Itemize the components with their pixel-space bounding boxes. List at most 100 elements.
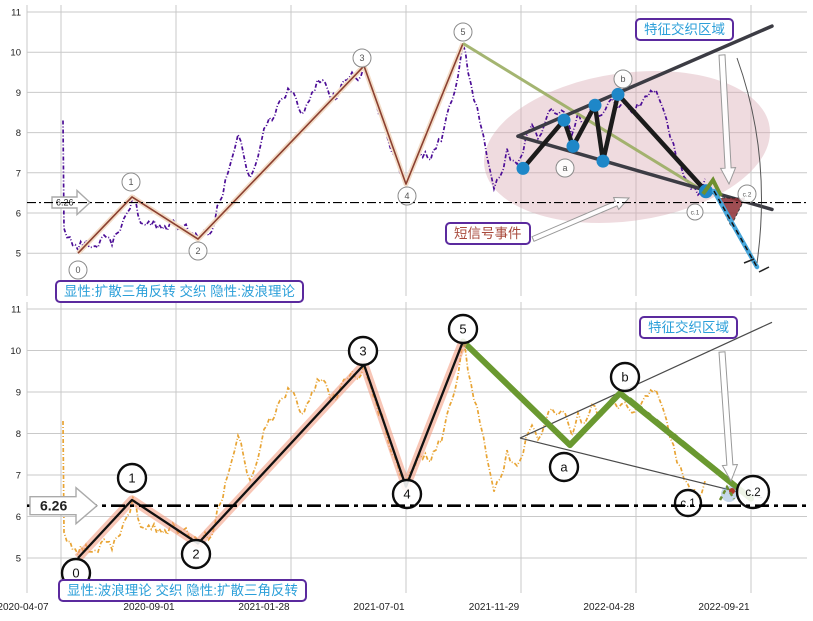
y-tick-bottom-10: 10 xyxy=(10,346,21,357)
wave-marker-circle xyxy=(397,186,417,206)
down-arrow-bottom xyxy=(718,351,739,483)
wave-marker-top-3: 3 xyxy=(352,48,372,68)
wave-marker-bottom-a: a xyxy=(548,451,580,483)
level-arrow-top xyxy=(51,188,92,217)
blue-line-end-tick-0 xyxy=(743,258,755,264)
wave-marker-label: 4 xyxy=(404,191,409,201)
wave-marker-label: c.2 xyxy=(743,191,752,198)
wave-marker-top-c.2: c.2 xyxy=(737,184,757,204)
down-arrow-top xyxy=(718,54,737,186)
pivot-dot-1 xyxy=(557,113,571,127)
wave-marker-label: 1 xyxy=(128,471,135,486)
wave-marker-circle xyxy=(188,241,208,261)
pivot-dot-2 xyxy=(566,139,580,153)
wave-marker-label: b xyxy=(621,370,628,385)
wave-marker-circle xyxy=(347,335,379,367)
y-tick-bottom-8: 8 xyxy=(16,429,21,440)
wave-marker-label: 4 xyxy=(403,487,410,502)
wave-marker-top-c.1: c.1 xyxy=(686,203,704,221)
x-date-label-1: 2020-09-01 xyxy=(123,602,175,613)
top-panel-caption: 显性:扩散三角反转 交织 隐性:波浪理论 xyxy=(55,280,305,303)
bottom-panel: 5 6 7 8 9 10 11 0 1 2 3 4 5 a b c.1 c.2 6.26 2020-04-07 202… xyxy=(0,302,807,613)
y-tick-top-10: 10 xyxy=(10,48,21,59)
wave-marker-label: 3 xyxy=(359,53,364,63)
wave-marker-bottom-4: 4 xyxy=(391,478,423,510)
projection-blue-line-dashes xyxy=(713,190,758,268)
wave-marker-circle xyxy=(673,488,703,518)
green-abc-line xyxy=(460,338,754,502)
pivot-dot-5 xyxy=(611,87,625,101)
wave-marker-label: c.1 xyxy=(691,209,700,216)
y-tick-top-9: 9 xyxy=(16,88,21,99)
wave-marker-bottom-c.1: c.1 xyxy=(673,488,703,518)
wave-marker-top-1: 1 xyxy=(121,172,141,192)
y-tick-bottom-5: 5 xyxy=(16,554,21,565)
megaphone-lower-top xyxy=(516,134,774,212)
level-arrow-bottom xyxy=(29,486,99,526)
wave-marker-circle xyxy=(453,22,473,42)
x-date-label-2: 2021-01-28 xyxy=(238,602,290,613)
wave-marker-circle xyxy=(555,158,575,178)
wave-line-halo-bottom xyxy=(74,339,468,562)
wave-marker-circle xyxy=(121,172,141,192)
wave-marker-circle xyxy=(68,260,88,280)
x-date-label-5: 2022-04-28 xyxy=(583,602,635,613)
wave-marker-bottom-c.2: c.2 xyxy=(735,474,771,510)
wave-line-bottom xyxy=(77,340,465,559)
wave-marker-label: 0 xyxy=(75,265,80,275)
thin-guide-curve xyxy=(736,57,762,264)
megaphone-lower-bottom xyxy=(519,437,763,499)
wave-marker-bottom-5: 5 xyxy=(447,313,479,345)
y-tick-bottom-7: 7 xyxy=(16,471,21,482)
wave-line-top xyxy=(77,43,464,254)
interweave-zone-label-top: 特征交织区域 xyxy=(635,18,734,41)
pivot-dot-4 xyxy=(596,154,610,168)
y-tick-bottom-11: 11 xyxy=(11,305,21,316)
wave-marker-top-b: b xyxy=(613,69,633,89)
wave-marker-top-2: 2 xyxy=(188,241,208,261)
wave-marker-circle xyxy=(735,474,771,510)
y-tick-top-5: 5 xyxy=(16,249,21,260)
olive-guide-line xyxy=(462,42,701,191)
x-date-label-3: 2021-07-01 xyxy=(353,602,405,613)
wave-marker-label: b xyxy=(620,74,625,84)
signal-olive-ticks xyxy=(718,484,736,501)
wave-marker-circle xyxy=(180,538,212,570)
wave-marker-bottom-1: 1 xyxy=(116,462,148,494)
wave-marker-top-4: 4 xyxy=(397,186,417,206)
wave-marker-top-a: a xyxy=(555,158,575,178)
x-date-label-4: 2021-11-29 xyxy=(469,602,520,613)
wave-marker-circle xyxy=(686,203,704,221)
wave-marker-label: c.1 xyxy=(680,498,695,510)
wave-marker-bottom-b: b xyxy=(609,361,641,393)
wave-marker-label: 1 xyxy=(128,177,133,187)
y-tick-top-6: 6 xyxy=(16,209,21,220)
wave-marker-label: 2 xyxy=(192,547,199,562)
y-tick-top-7: 7 xyxy=(16,168,21,179)
wave-marker-circle xyxy=(609,361,641,393)
wave-marker-top-5: 5 xyxy=(453,22,473,42)
pivot-dot-3 xyxy=(588,98,602,112)
wave-marker-label: c.2 xyxy=(745,487,760,499)
blue-line-end-tick-1 xyxy=(758,266,770,273)
wave-marker-circle xyxy=(548,451,580,483)
interweave-zone-label-bottom: 特征交织区域 xyxy=(639,316,738,339)
wave-marker-label: 5 xyxy=(459,322,466,337)
wave-marker-circle xyxy=(447,313,479,345)
y-tick-top-8: 8 xyxy=(16,128,21,139)
olive-check-mark xyxy=(701,176,723,197)
wave-marker-circle xyxy=(352,48,372,68)
wave-line-halo-top xyxy=(76,42,466,255)
wave-marker-label: a xyxy=(562,163,567,173)
wave-marker-label: 0 xyxy=(72,566,79,581)
y-tick-top-11: 11 xyxy=(11,8,21,19)
wave-marker-circle xyxy=(613,69,633,89)
level-value-bottom: 6.26 xyxy=(40,498,67,514)
short-signal-arrow xyxy=(531,196,631,242)
x-date-label-6: 2022-09-21 xyxy=(698,602,750,613)
x-date-label-0: 2020-04-07 xyxy=(0,602,49,613)
y-tick-bottom-9: 9 xyxy=(16,388,21,399)
